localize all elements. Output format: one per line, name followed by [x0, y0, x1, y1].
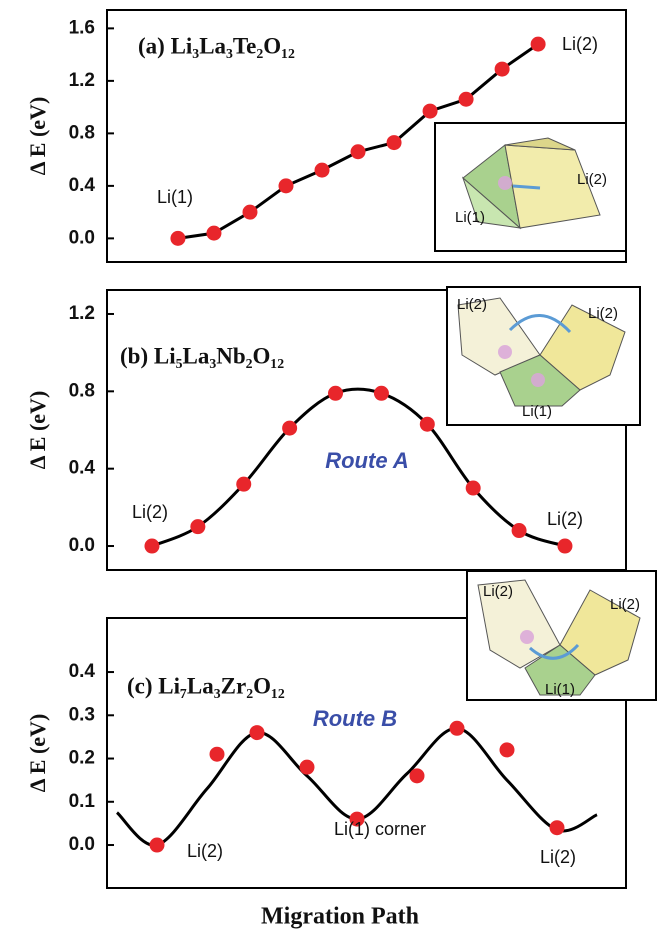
- li-ion: [498, 345, 512, 359]
- data-point: [282, 421, 297, 436]
- inset: Li(2) Li(1): [435, 123, 626, 251]
- y-tick-label: 1.2: [69, 303, 95, 324]
- annotation: Li(2): [562, 34, 598, 54]
- data-point: [328, 386, 343, 401]
- data-point: [500, 742, 515, 757]
- y-tick-label: 0.2: [69, 748, 95, 769]
- data-point: [495, 62, 510, 77]
- annotation: Li(1) corner: [334, 819, 426, 839]
- data-point: [450, 721, 465, 736]
- data-point: [550, 820, 565, 835]
- y-tick-label: 0.4: [69, 175, 96, 196]
- data-point: [531, 37, 546, 52]
- li-ion: [498, 176, 512, 190]
- y-tick-label: 0.4: [69, 458, 96, 479]
- annotation: Li(2): [540, 847, 576, 867]
- data-point: [374, 386, 389, 401]
- data-point: [410, 768, 425, 783]
- y-tick-label: 0.8: [69, 122, 95, 143]
- annotation: Li(2): [547, 509, 583, 529]
- annotation: Route B: [313, 706, 397, 731]
- x-axis-label: Migration Path: [261, 904, 419, 930]
- y-tick-label: 0.4: [69, 661, 96, 682]
- y-tick-label: 1.6: [69, 17, 95, 38]
- annotation: Li(2): [187, 841, 223, 861]
- y-axis-label: Δ E (eV): [25, 391, 50, 470]
- data-point: [150, 838, 165, 853]
- data-point: [300, 760, 315, 775]
- migration-arrow: [513, 186, 540, 188]
- y-tick-label: 0.0: [69, 227, 95, 248]
- annotation: Li(1): [157, 187, 193, 207]
- inset-label: Li(2): [588, 305, 618, 322]
- y-tick-label: 0.3: [69, 704, 95, 725]
- annotation: Route A: [325, 448, 409, 473]
- data-point: [210, 747, 225, 762]
- inset-label: Li(2): [483, 583, 513, 600]
- inset-label: Li(1): [545, 681, 575, 698]
- panel-title: (c) Li₇La₃Zr₂O₁₂: [127, 673, 285, 698]
- y-tick-label: 1.2: [69, 70, 95, 91]
- data-point: [190, 519, 205, 534]
- li-ion: [531, 373, 545, 387]
- data-point: [512, 523, 527, 538]
- figure: Migration Path 0.0 0.4 0.8 1.2 1.6 Δ E (eV) (a…: [0, 0, 658, 937]
- inset-label: Li(1): [522, 403, 552, 420]
- data-point: [351, 144, 366, 159]
- inset-label: Li(1): [455, 209, 485, 226]
- data-point: [315, 163, 330, 178]
- data-point: [279, 178, 294, 193]
- data-point: [420, 417, 435, 432]
- y-tick-label: 0.0: [69, 535, 95, 556]
- annotation: Li(2): [132, 502, 168, 522]
- y-tick-label: 0.1: [69, 791, 96, 812]
- data-point: [387, 135, 402, 150]
- inset-label: Li(2): [577, 171, 607, 188]
- y-axis-label: Δ E (eV): [25, 714, 50, 793]
- y-tick-label: 0.8: [69, 380, 95, 401]
- data-point: [236, 477, 251, 492]
- data-point: [170, 231, 185, 246]
- inset-label: Li(2): [457, 296, 487, 313]
- data-point: [206, 226, 221, 241]
- data-point: [557, 539, 572, 554]
- panel-title: (a) Li₃La₃Te₂O₁₂: [138, 33, 295, 58]
- li-ion: [520, 630, 534, 644]
- data-point: [144, 539, 159, 554]
- y-tick-label: 0.0: [69, 834, 95, 855]
- data-point: [423, 104, 438, 119]
- data-point: [250, 725, 265, 740]
- inset: Li(2) Li(2) Li(1): [447, 287, 640, 425]
- data-point: [459, 92, 474, 107]
- y-axis-label: Δ E (eV): [25, 97, 50, 176]
- data-point: [242, 205, 257, 220]
- inset: Li(2) Li(2) Li(1): [467, 571, 656, 700]
- inset-label: Li(2): [610, 596, 640, 613]
- panel-title: (b) Li₅La₃Nb₂O₁₂: [120, 343, 284, 368]
- data-point: [466, 481, 481, 496]
